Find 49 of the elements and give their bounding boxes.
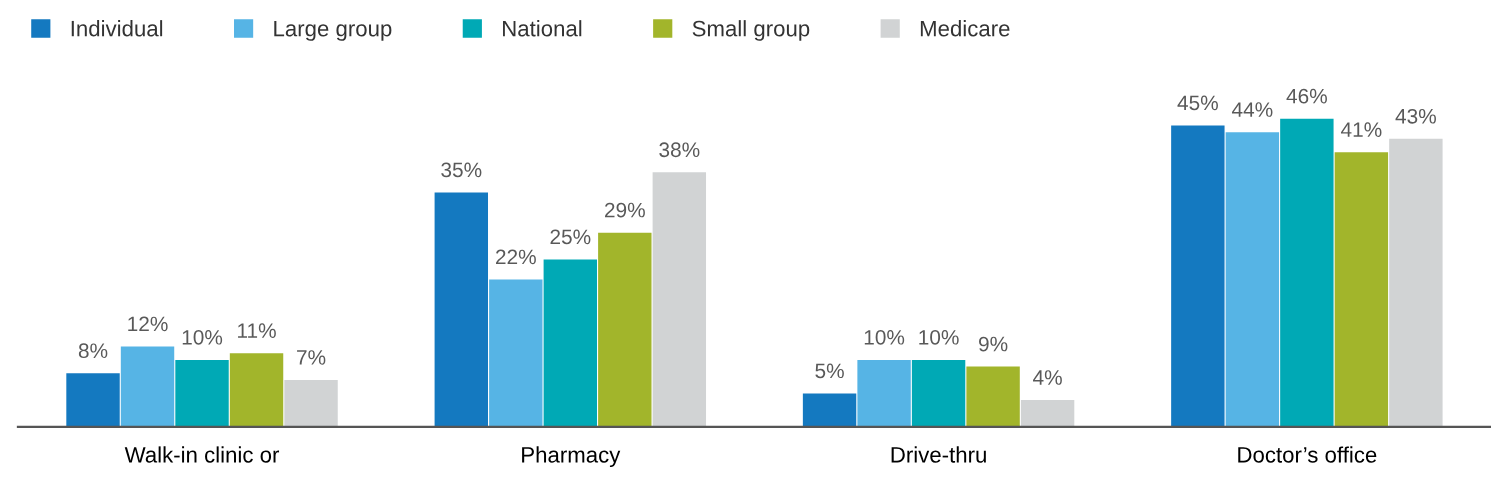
bar <box>489 279 543 427</box>
data-label: 8% <box>78 343 108 359</box>
x-tick-label: Doctor’s office <box>1238 446 1377 463</box>
legend-label: Individual <box>71 20 163 37</box>
data-label: 9% <box>979 336 1008 352</box>
data-label: 12% <box>128 316 168 332</box>
bar <box>1020 400 1075 427</box>
bar <box>434 192 488 427</box>
legend-label: Large group <box>274 20 392 41</box>
data-label: 44% <box>1231 102 1273 117</box>
legend-label: Medicare <box>920 20 1010 37</box>
bar <box>652 172 707 427</box>
data-label: 10% <box>919 329 959 345</box>
data-label: 35% <box>441 162 482 178</box>
data-label: 43% <box>1395 108 1436 124</box>
data-label: 10% <box>864 329 905 345</box>
bar <box>1171 125 1225 427</box>
data-label: 22% <box>496 249 536 265</box>
bar <box>857 359 911 427</box>
data-label: 29% <box>605 202 645 218</box>
bar <box>543 259 598 427</box>
bar <box>229 353 284 427</box>
bar <box>911 359 966 427</box>
bar <box>1389 138 1443 427</box>
data-label: 4% <box>1033 370 1062 385</box>
x-tick-label: Drive-thru <box>891 446 986 463</box>
data-label: 10% <box>182 329 223 345</box>
data-label: 38% <box>659 142 700 158</box>
data-label: 11% <box>238 323 276 338</box>
legend-label: National <box>503 20 582 37</box>
data-label: 45% <box>1177 95 1218 111</box>
bar <box>966 366 1020 427</box>
bar <box>284 380 338 427</box>
bar <box>66 373 120 427</box>
bar <box>598 232 652 427</box>
x-tick-label: Walk-in clinic or <box>124 446 280 463</box>
data-label: 25% <box>550 229 591 245</box>
bar <box>802 393 857 427</box>
bar <box>175 359 229 427</box>
x-tick-label: Pharmacy <box>522 446 621 468</box>
bar <box>1280 118 1334 427</box>
bar <box>1334 152 1389 427</box>
bar <box>1225 132 1280 427</box>
bar <box>120 346 175 427</box>
legend-label: Small group <box>692 20 810 41</box>
data-label: 46% <box>1286 88 1327 104</box>
data-label: 7% <box>297 350 326 365</box>
data-label: 41% <box>1341 122 1382 137</box>
data-label: 5% <box>815 363 844 379</box>
